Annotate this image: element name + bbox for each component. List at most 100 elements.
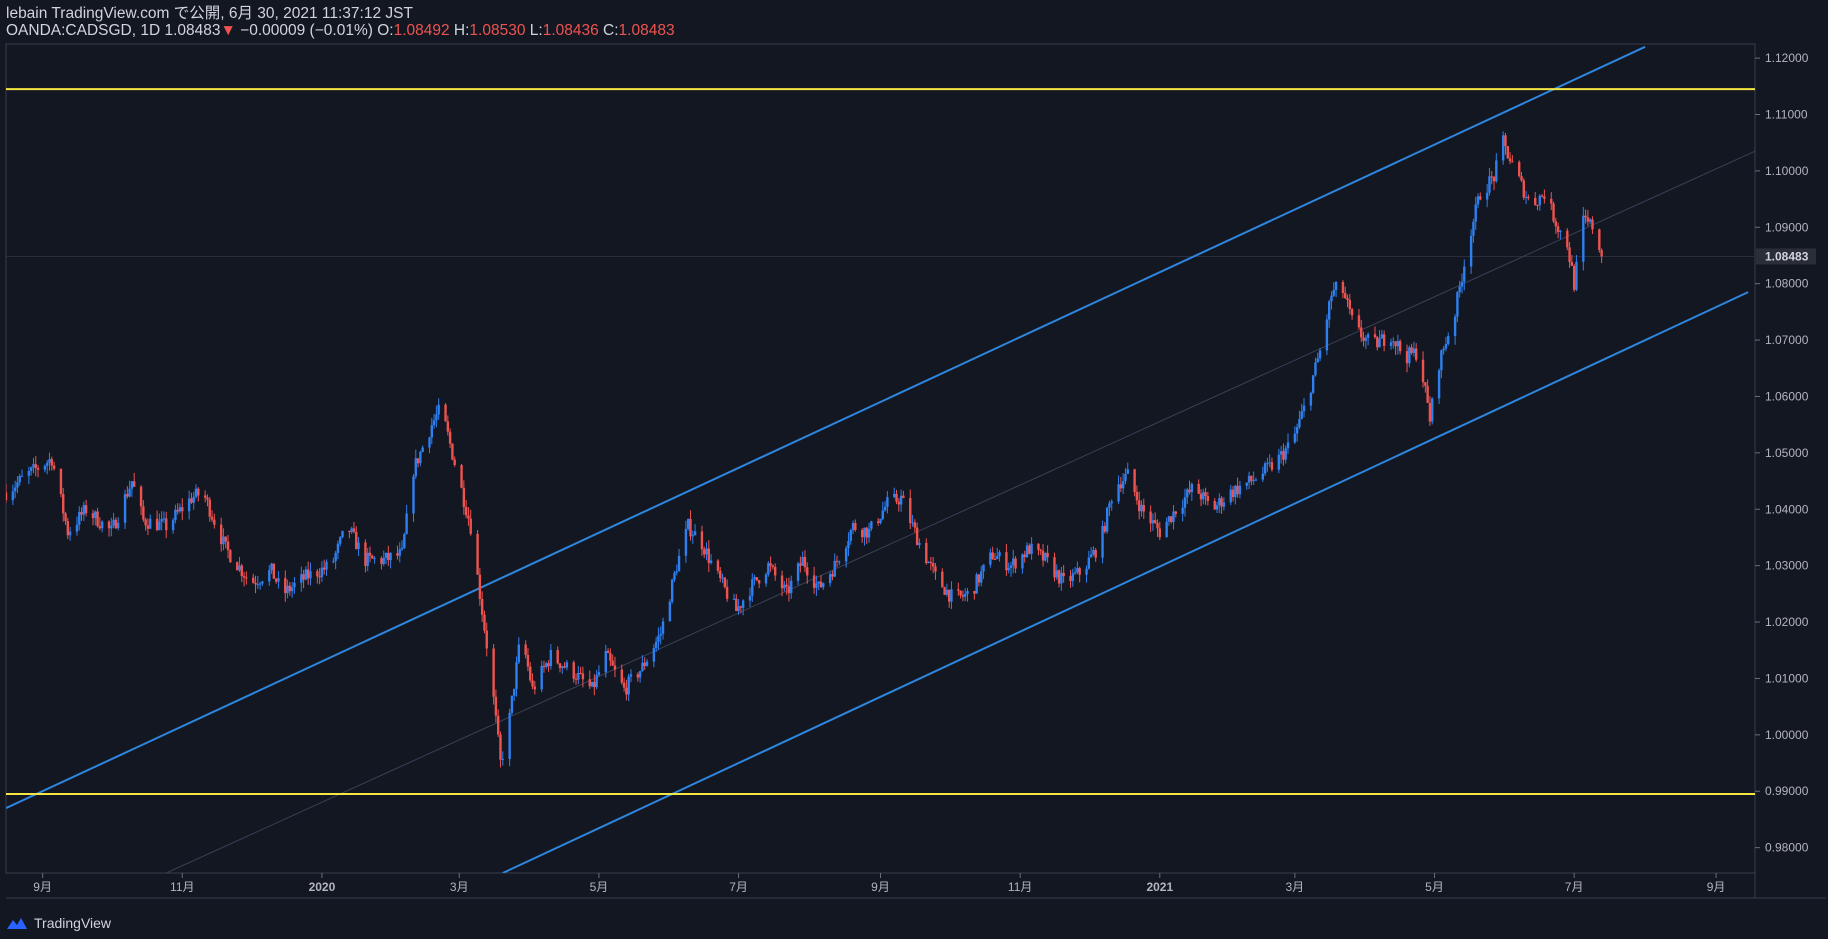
candle-body — [1357, 315, 1361, 328]
footer-brand[interactable]: TradingView — [6, 915, 111, 931]
candle-body — [1378, 338, 1381, 348]
candle-body — [767, 563, 770, 575]
candle-body — [316, 571, 319, 577]
candle-body — [828, 574, 832, 584]
candle-body — [1504, 135, 1507, 147]
candle-body — [865, 527, 868, 538]
candle-body — [1044, 552, 1047, 561]
x-tick-label: 3月 — [1286, 880, 1305, 894]
candle-body — [1309, 392, 1313, 406]
candle-body — [833, 560, 836, 577]
candle-body — [673, 572, 676, 580]
candle-body — [1344, 293, 1347, 299]
y-tick-label: 0.99000 — [1765, 784, 1809, 798]
candle-body — [1085, 568, 1088, 575]
candle-body — [1103, 526, 1107, 532]
candle-body — [236, 562, 239, 571]
candle-body — [6, 492, 8, 501]
candle-body — [577, 673, 580, 680]
candle-body — [716, 560, 720, 571]
candle-body — [801, 556, 804, 566]
candle-body — [341, 530, 344, 538]
candle-body — [1126, 469, 1129, 474]
y-tick-label: 1.08000 — [1765, 277, 1809, 291]
candle-body — [1202, 492, 1205, 500]
candle-body — [622, 682, 626, 688]
candle-body — [1479, 196, 1482, 200]
candle-body — [844, 548, 848, 562]
close-value: 1.08483 — [618, 22, 675, 39]
candle-body — [1488, 176, 1491, 193]
candle-body — [613, 665, 617, 670]
candle-body — [357, 542, 360, 550]
candle-body — [178, 507, 182, 512]
candle-body — [803, 556, 807, 568]
channel-midline[interactable] — [166, 150, 1755, 873]
candle-body — [751, 579, 754, 596]
x-tick-label: 7月 — [1565, 880, 1584, 894]
channel-trendline[interactable] — [6, 45, 1646, 810]
candle-body — [240, 565, 243, 577]
candle-body — [380, 558, 383, 564]
candle-body — [1071, 573, 1074, 582]
candle-body — [1023, 554, 1026, 558]
candle-body — [886, 497, 889, 507]
candle-body — [254, 582, 257, 585]
candle-body — [973, 591, 976, 594]
candle-body — [515, 662, 518, 689]
candle-body — [1183, 497, 1187, 508]
candle-body — [13, 487, 17, 492]
candle-body — [1181, 507, 1184, 514]
candle-body — [277, 578, 280, 582]
candle-body — [192, 496, 195, 503]
candle-body — [915, 527, 919, 546]
y-tick-label: 1.09000 — [1765, 220, 1809, 234]
candle-body — [1222, 502, 1226, 507]
candle-body — [405, 513, 408, 534]
candle-body — [547, 663, 550, 667]
x-tick-label: 2021 — [1146, 880, 1173, 894]
candle-body — [1458, 286, 1461, 293]
candle-body — [300, 574, 303, 583]
candle-body — [860, 530, 864, 538]
candle-body — [1286, 442, 1290, 449]
candle-body — [996, 556, 999, 560]
candle-body — [1170, 516, 1173, 523]
channel-trendline[interactable] — [502, 291, 1749, 873]
symbol-name[interactable]: OANDA:CADSGD, 1D — [6, 22, 161, 39]
candle-body — [1204, 492, 1207, 497]
candle-body — [1540, 195, 1544, 197]
candle-body — [785, 584, 788, 587]
candle-body — [771, 565, 775, 567]
candle-body — [1408, 347, 1411, 364]
candle-body — [59, 468, 63, 494]
candle-body — [675, 571, 678, 573]
brand-label: TradingView — [34, 915, 112, 931]
candle-body — [909, 498, 912, 524]
candle-body — [1142, 504, 1145, 512]
candle-body — [194, 488, 198, 497]
candle-body — [1186, 489, 1189, 498]
candle-body — [741, 600, 745, 608]
candle-body — [20, 475, 24, 477]
candle-body — [1268, 462, 1271, 464]
candle-body — [446, 421, 450, 432]
x-tick-label: 5月 — [1425, 880, 1444, 894]
candle-body — [1030, 543, 1033, 554]
candle-body — [847, 541, 850, 549]
candle-body — [1231, 489, 1235, 498]
candle-body — [1431, 398, 1434, 422]
candle-body — [48, 459, 51, 463]
candle-body — [52, 465, 56, 469]
candle-body — [1426, 385, 1429, 403]
candle-body — [609, 652, 612, 661]
candle-body — [1382, 334, 1386, 346]
plot-area[interactable] — [5, 43, 1756, 874]
candle-body — [806, 567, 809, 576]
candle-body — [1414, 348, 1418, 360]
candle-body — [309, 571, 312, 579]
candle-body — [350, 528, 353, 533]
candle-body — [1346, 298, 1349, 301]
candle-body — [652, 648, 656, 662]
